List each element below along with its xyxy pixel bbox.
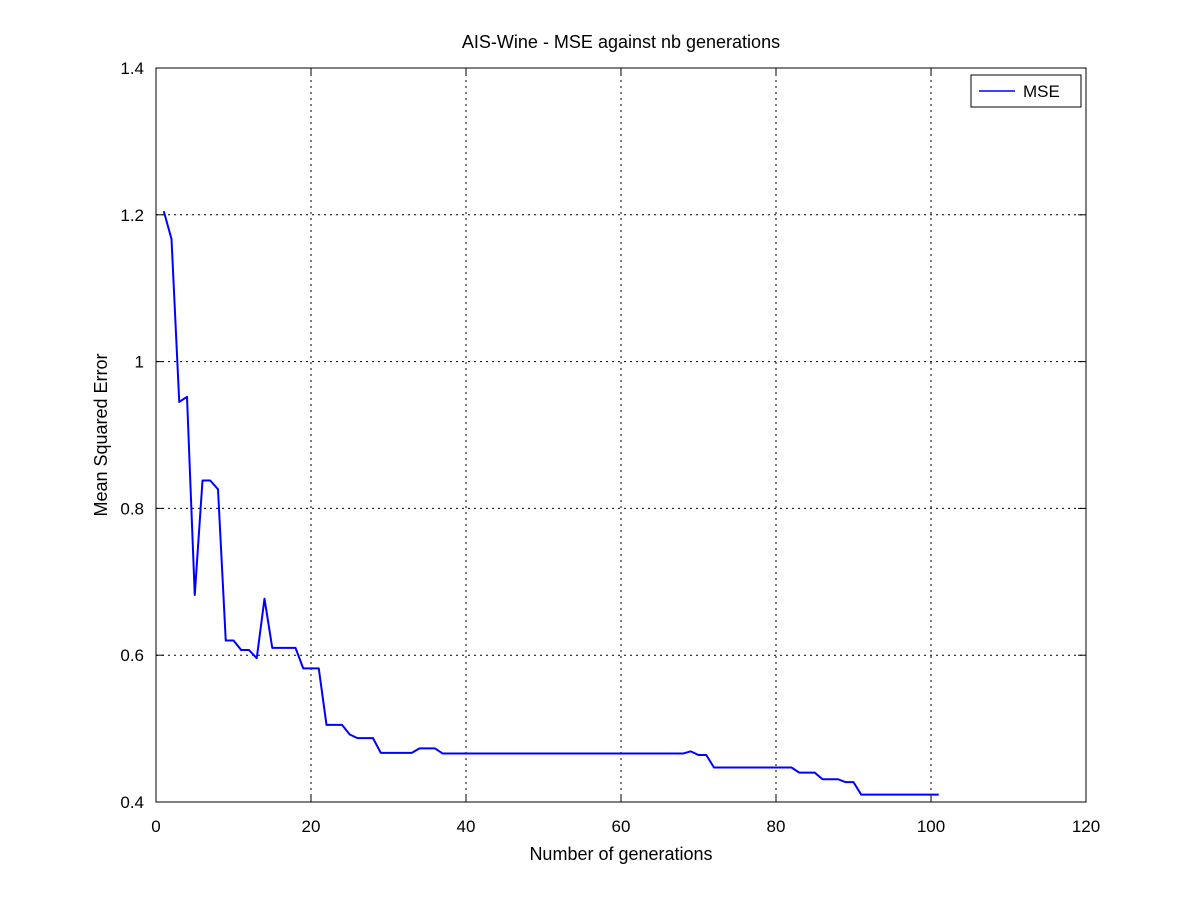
x-tick-label: 120 (1072, 817, 1100, 836)
y-tick-label: 0.4 (120, 793, 144, 812)
chart-title: AIS-Wine - MSE against nb generations (462, 32, 780, 52)
axis-ticks (155, 67, 1087, 803)
y-tick-label: 1.4 (120, 59, 144, 78)
x-tick-label: 60 (612, 817, 631, 836)
series-lines (162, 210, 939, 796)
y-axis-label: Mean Squared Error (91, 353, 111, 516)
x-tick-label: 20 (302, 817, 321, 836)
x-tick-label: 80 (767, 817, 786, 836)
series-line-mse (162, 210, 939, 796)
axis-tick-labels: 0 20 40 60 80 100 120 0.4 0.6 0.8 1 1.2 1.4 (120, 59, 1100, 836)
y-tick-label: 1.2 (120, 206, 144, 225)
y-tick-label: 0.8 (120, 499, 144, 518)
legend-label-mse: MSE (1023, 82, 1060, 101)
x-tick-label: 0 (151, 817, 160, 836)
legend: MSE (970, 74, 1082, 108)
y-tick-label: 1 (135, 353, 144, 372)
x-tick-label: 40 (457, 817, 476, 836)
x-axis-label: Number of generations (529, 844, 712, 864)
y-tick-label: 0.6 (120, 646, 144, 665)
x-tick-label: 100 (917, 817, 945, 836)
grid-lines (156, 68, 1086, 802)
